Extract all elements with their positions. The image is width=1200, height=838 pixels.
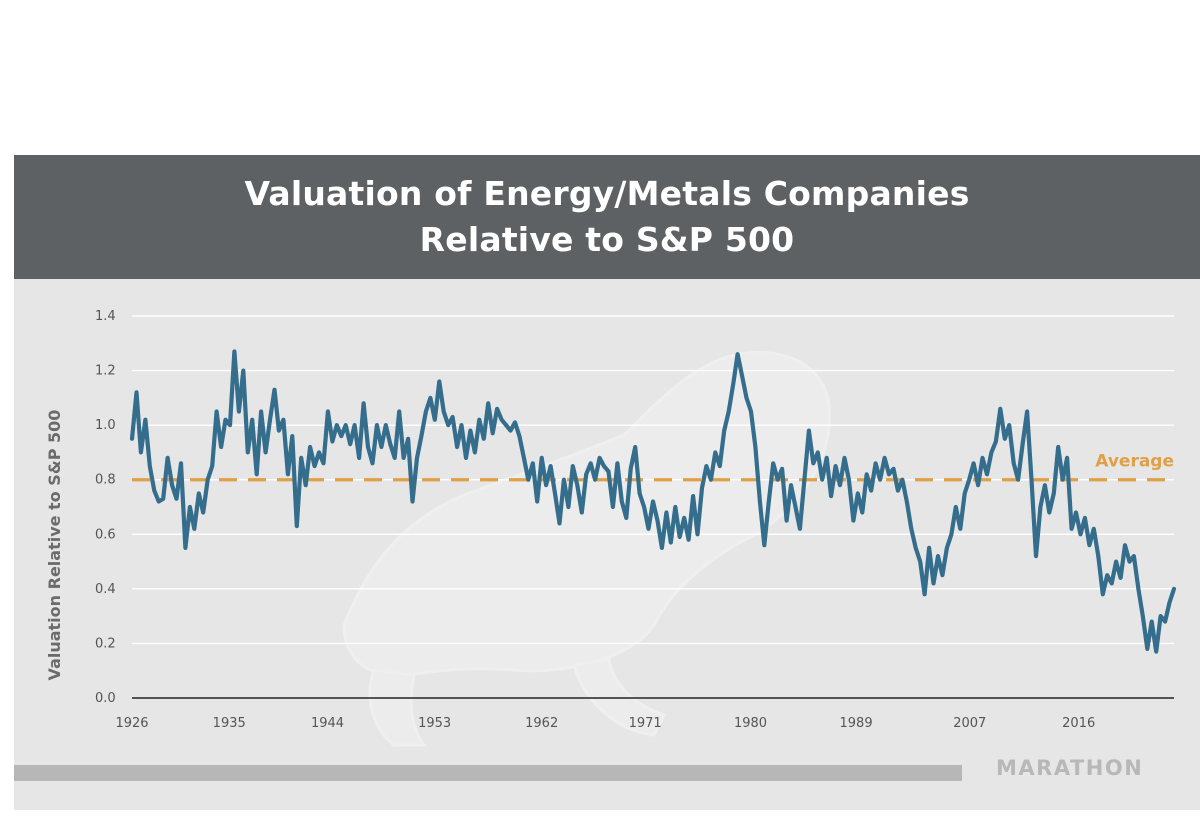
- title-bar: Valuation of Energy/Metals Companies Rel…: [14, 155, 1200, 279]
- y-tick-label: 0.2: [95, 636, 116, 651]
- average-label: Average: [1095, 452, 1174, 472]
- y-tick-label: 1.4: [95, 309, 116, 324]
- line-chart: Average 0.0 0.2 0.4 0.6 0.8 1.0 1.2 1.4 1926 1935…: [45, 309, 1177, 747]
- bull-watermark: [342, 350, 832, 747]
- x-tick-label: 1971: [629, 716, 662, 731]
- y-tick-label: 1.0: [95, 418, 116, 433]
- x-tick-label: 1962: [525, 716, 558, 731]
- series-line-0: [129, 349, 1177, 654]
- chart-subtitle: Relative to S&P 500: [419, 220, 795, 259]
- x-tick-label: 2007: [953, 716, 986, 731]
- y-tick-label: 1.2: [95, 364, 116, 379]
- marathon-logo: MARATHON: [996, 756, 1144, 780]
- chart-panel: Valuation of Energy/Metals Companies Rel…: [14, 155, 1200, 810]
- x-tick-label: 2016: [1062, 716, 1095, 731]
- y-tick-label: 0.0: [95, 691, 116, 706]
- x-tick-label: 1989: [840, 716, 873, 731]
- y-tick-label: 0.8: [95, 473, 116, 488]
- x-tick-label: 1926: [115, 716, 148, 731]
- chart-title: Valuation of Energy/Metals Companies: [244, 174, 970, 213]
- x-tick-label: 1944: [311, 716, 344, 731]
- y-tick-label: 0.6: [95, 527, 116, 542]
- x-tick-label: 1980: [734, 716, 767, 731]
- x-tick-label: 1935: [213, 716, 246, 731]
- x-tick-label: 1953: [418, 716, 451, 731]
- footer-bar: [14, 765, 962, 781]
- y-tick-label: 0.4: [95, 582, 116, 597]
- y-axis-label: Valuation Relative to S&P 500: [45, 410, 64, 681]
